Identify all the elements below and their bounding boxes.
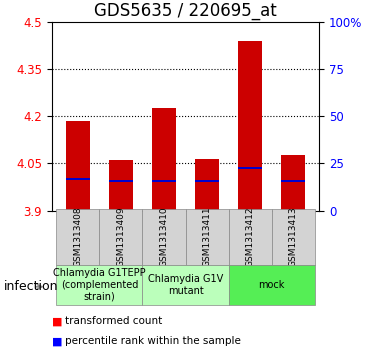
Bar: [238, 167, 262, 169]
Bar: [272, 209, 315, 265]
Text: GSM1313411: GSM1313411: [203, 207, 211, 267]
Title: GDS5635 / 220695_at: GDS5635 / 220695_at: [94, 3, 277, 20]
Bar: [281, 155, 305, 211]
Text: mock: mock: [259, 280, 285, 290]
Bar: [195, 159, 219, 211]
Bar: [195, 180, 219, 182]
Bar: [238, 41, 262, 211]
Text: ■: ■: [52, 316, 62, 326]
Text: GSM1313410: GSM1313410: [160, 207, 168, 267]
Text: Chlamydia G1TEPP
(complemented
strain): Chlamydia G1TEPP (complemented strain): [53, 268, 146, 302]
Bar: [186, 209, 229, 265]
Text: GSM1313409: GSM1313409: [116, 207, 125, 267]
Bar: [152, 180, 176, 182]
Bar: [229, 209, 272, 265]
Text: ■: ■: [52, 336, 62, 346]
Bar: [66, 121, 90, 211]
Bar: [142, 265, 229, 305]
Bar: [109, 180, 133, 182]
Text: GSM1313408: GSM1313408: [73, 207, 82, 267]
Bar: [229, 265, 315, 305]
Text: GSM1313413: GSM1313413: [289, 207, 298, 267]
Bar: [99, 209, 142, 265]
Bar: [152, 108, 176, 211]
Text: Chlamydia G1V
mutant: Chlamydia G1V mutant: [148, 274, 223, 296]
Text: infection: infection: [4, 280, 58, 293]
Bar: [66, 178, 90, 180]
Bar: [142, 209, 186, 265]
Bar: [56, 265, 142, 305]
Bar: [109, 160, 133, 211]
Text: GSM1313412: GSM1313412: [246, 207, 255, 267]
Text: transformed count: transformed count: [65, 316, 162, 326]
Text: percentile rank within the sample: percentile rank within the sample: [65, 336, 241, 346]
Bar: [56, 209, 99, 265]
Bar: [281, 180, 305, 182]
